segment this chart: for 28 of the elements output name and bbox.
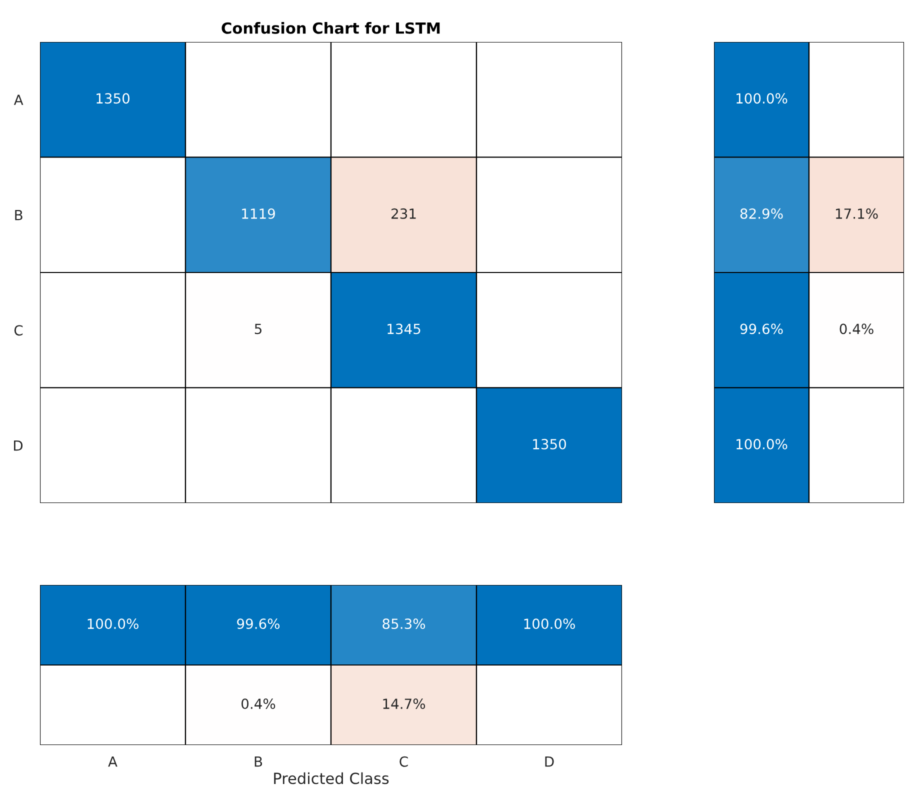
data-label: 100.0%: [88, 618, 138, 630]
data-label: 100.0%: [736, 438, 788, 450]
data-label: 1345: [388, 324, 420, 334]
data-label: 14.7%: [383, 698, 426, 710]
chart-title: Confusion Chart for LSTM: [222, 22, 440, 34]
data-label: 17.1%: [836, 208, 878, 219]
data-label: 1119: [242, 208, 275, 219]
x-axis-title: Predicted Class: [274, 772, 389, 784]
x-tick-label: D: [545, 756, 554, 767]
y-tick-label: B: [15, 210, 22, 220]
data-label: 100.0%: [524, 618, 575, 630]
y-tick-label: A: [14, 94, 24, 105]
x-tick-label: B: [254, 756, 262, 767]
data-label: 0.4%: [242, 698, 276, 710]
data-label: 85.3%: [382, 618, 426, 630]
x-tick-label: C: [400, 756, 408, 767]
data-label: 5: [254, 324, 262, 334]
data-label: 82.9%: [740, 208, 783, 219]
data-label: 99.6%: [740, 324, 783, 334]
data-label: 100.0%: [736, 93, 788, 104]
y-tick-label: D: [14, 440, 23, 451]
data-label: 231: [392, 208, 416, 219]
data-label: 1350: [533, 438, 566, 450]
x-tick-label: A: [108, 756, 118, 767]
data-label: 1350: [96, 93, 130, 104]
y-tick-label: C: [14, 325, 23, 336]
data-label: 0.4%: [840, 324, 874, 334]
data-label: 99.6%: [237, 618, 280, 630]
